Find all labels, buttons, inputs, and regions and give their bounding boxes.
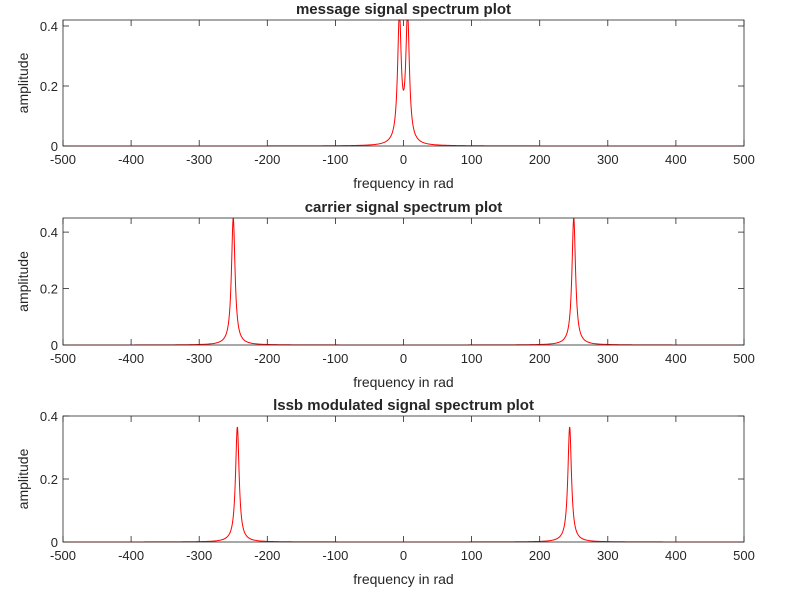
x-tick-label: -100 <box>322 152 348 167</box>
x-tick-label: 200 <box>529 351 551 366</box>
plot-area <box>63 416 744 542</box>
plot-area <box>63 218 744 345</box>
x-axis-label: frequency in rad <box>353 374 453 390</box>
subplot-3: -500 -400 -300 -200 -100 0 100 200 300 400 500 0 0.2… <box>15 397 755 587</box>
x-tick-label: -100 <box>322 548 348 563</box>
x-tick-label: 100 <box>461 351 483 366</box>
y-tick-label: 0.2 <box>40 282 58 297</box>
x-tick-label: -500 <box>50 152 76 167</box>
x-tick-label: 400 <box>665 152 687 167</box>
y-axis-label: amplitude <box>15 52 31 113</box>
x-tick-label: 300 <box>597 152 619 167</box>
x-tick-label: -400 <box>118 351 144 366</box>
x-tick-label: -400 <box>118 548 144 563</box>
x-tick-label: -500 <box>50 548 76 563</box>
x-axis-label: frequency in rad <box>353 175 453 191</box>
x-tick-label: 400 <box>665 548 687 563</box>
x-axis-label: frequency in rad <box>353 571 453 587</box>
y-axis-label: amplitude <box>15 448 31 509</box>
x-tick-label: -100 <box>322 351 348 366</box>
chart-title: message signal spectrum plot <box>296 1 511 18</box>
x-tick-label: -200 <box>254 152 280 167</box>
plot-area <box>63 20 744 146</box>
y-tick-label: 0 <box>51 139 58 154</box>
x-tick-label: -400 <box>118 152 144 167</box>
x-tick-label: 500 <box>733 152 755 167</box>
x-tick-label: -200 <box>254 351 280 366</box>
y-tick-label: 0.4 <box>40 409 58 424</box>
x-tick-label: 200 <box>529 548 551 563</box>
y-tick-label: 0.2 <box>40 472 58 487</box>
y-tick-label: 0 <box>51 338 58 353</box>
x-tick-label: 0 <box>400 152 407 167</box>
x-tick-label: -300 <box>186 548 212 563</box>
x-tick-label: 300 <box>597 351 619 366</box>
chart-title: carrier signal spectrum plot <box>305 199 503 216</box>
x-tick-label: 0 <box>400 351 407 366</box>
x-tick-label: 300 <box>597 548 619 563</box>
y-tick-label: 0 <box>51 535 58 550</box>
y-tick-label: 0.2 <box>40 79 58 94</box>
subplot-2: -500 -400 -300 -200 -100 0 100 200 300 400 500 0 0.2… <box>15 199 755 390</box>
x-tick-label: 500 <box>733 548 755 563</box>
subplot-1: -500 -400 -300 -200 -100 0 100 200 300 400 500 0 0.2… <box>15 1 755 191</box>
x-tick-label: -300 <box>186 152 212 167</box>
y-tick-label: 0.4 <box>40 19 58 34</box>
x-tick-label: 200 <box>529 152 551 167</box>
x-tick-label: 100 <box>461 548 483 563</box>
x-tick-label: -200 <box>254 548 280 563</box>
y-tick-label: 0.4 <box>40 225 58 240</box>
y-axis-label: amplitude <box>15 251 31 312</box>
x-tick-label: -300 <box>186 351 212 366</box>
x-tick-label: 400 <box>665 351 687 366</box>
chart-title: lssb modulated signal spectrum plot <box>273 397 534 414</box>
x-tick-label: 0 <box>400 548 407 563</box>
x-tick-label: 500 <box>733 351 755 366</box>
x-tick-label: -500 <box>50 351 76 366</box>
x-tick-label: 100 <box>461 152 483 167</box>
